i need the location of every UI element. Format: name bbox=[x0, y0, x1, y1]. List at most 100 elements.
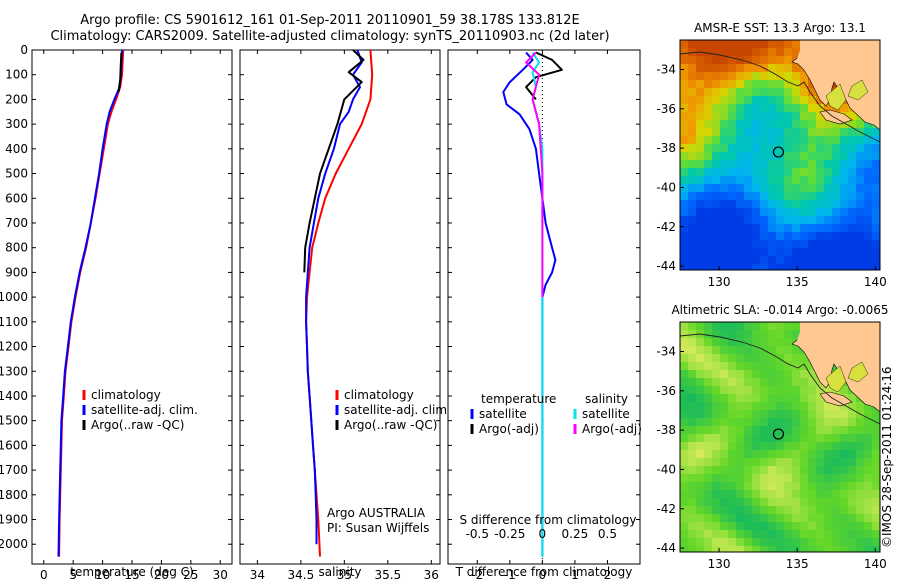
field-cell bbox=[776, 88, 785, 97]
field-cell bbox=[784, 506, 793, 515]
field-cell bbox=[752, 346, 761, 355]
legend-label: satellite-adj. clim. bbox=[91, 403, 198, 417]
field-cell bbox=[688, 40, 697, 49]
field-cell bbox=[744, 248, 753, 257]
field-cell bbox=[832, 136, 841, 145]
field-cell bbox=[712, 64, 721, 73]
field-cell bbox=[680, 64, 689, 73]
field-cell bbox=[808, 434, 817, 443]
field-cell bbox=[704, 482, 713, 491]
field-cell bbox=[784, 386, 793, 395]
field-cell bbox=[864, 434, 873, 443]
field-cell bbox=[736, 96, 745, 105]
field-cell bbox=[800, 370, 809, 379]
field-cell bbox=[704, 96, 713, 105]
y-tick-label: 200 bbox=[5, 92, 28, 106]
field-cell bbox=[744, 386, 753, 395]
field-cell bbox=[864, 136, 873, 145]
field-cell bbox=[688, 88, 697, 97]
field-cell bbox=[776, 40, 785, 49]
map-field bbox=[680, 40, 880, 270]
field-cell bbox=[688, 184, 697, 193]
field-cell bbox=[688, 338, 697, 347]
field-cell bbox=[744, 72, 753, 81]
field-cell bbox=[704, 152, 713, 161]
field-cell bbox=[848, 402, 857, 411]
field-cell bbox=[792, 64, 801, 73]
field-cell bbox=[696, 200, 705, 209]
field-cell bbox=[720, 80, 729, 89]
field-cell bbox=[776, 264, 785, 270]
field-cell bbox=[704, 418, 713, 427]
field-cell bbox=[848, 458, 857, 467]
field-cell bbox=[768, 176, 777, 185]
island bbox=[819, 391, 853, 407]
field-cell bbox=[792, 490, 801, 499]
y-tick-label: 700 bbox=[5, 216, 28, 230]
field-cell bbox=[704, 120, 713, 129]
field-cell bbox=[720, 498, 729, 507]
field-cell bbox=[872, 498, 880, 507]
field-cell bbox=[720, 176, 729, 185]
field-cell bbox=[744, 362, 753, 371]
field-cell bbox=[752, 176, 761, 185]
field-cell bbox=[800, 112, 809, 121]
field-cell bbox=[760, 88, 769, 97]
field-cell bbox=[736, 490, 745, 499]
legend-label: climatology bbox=[344, 388, 414, 402]
y-tick-label: 400 bbox=[5, 142, 28, 156]
field-cell bbox=[832, 546, 841, 552]
field-cell bbox=[704, 128, 713, 137]
shelf-contour bbox=[680, 51, 880, 143]
field-cell bbox=[688, 80, 697, 89]
field-cell bbox=[712, 498, 721, 507]
field-cell bbox=[792, 442, 801, 451]
field-cell bbox=[824, 442, 833, 451]
field-cell bbox=[848, 450, 857, 459]
field-cell bbox=[696, 522, 705, 531]
field-cell bbox=[696, 152, 705, 161]
field-cell bbox=[752, 112, 761, 121]
field-cell bbox=[760, 112, 769, 121]
field-cell bbox=[848, 546, 857, 552]
field-cell bbox=[768, 474, 777, 483]
field-cell bbox=[752, 88, 761, 97]
field-cell bbox=[784, 482, 793, 491]
field-cell bbox=[744, 88, 753, 97]
field-cell bbox=[800, 466, 809, 475]
field-cell bbox=[784, 474, 793, 483]
field-cell bbox=[824, 410, 833, 419]
field-cell bbox=[776, 112, 785, 121]
gulf-water bbox=[847, 79, 869, 101]
field-cell bbox=[752, 434, 761, 443]
land-mass bbox=[830, 322, 880, 366]
field-cell bbox=[816, 240, 825, 249]
field-cell bbox=[680, 128, 689, 137]
field-cell bbox=[864, 144, 873, 153]
field-cell bbox=[800, 184, 809, 193]
field-cell bbox=[848, 506, 857, 515]
field-cell bbox=[840, 136, 849, 145]
field-cell bbox=[752, 394, 761, 403]
field-cell bbox=[696, 256, 705, 265]
field-cell bbox=[776, 474, 785, 483]
field-cell bbox=[832, 530, 841, 539]
field-cell bbox=[744, 64, 753, 73]
field-cell bbox=[688, 72, 697, 81]
field-cell bbox=[840, 232, 849, 241]
field-cell bbox=[848, 208, 857, 217]
field-cell bbox=[720, 410, 729, 419]
series-line bbox=[525, 51, 544, 298]
field-cell bbox=[856, 240, 865, 249]
field-cell bbox=[816, 168, 825, 177]
field-cell bbox=[728, 232, 737, 241]
field-cell bbox=[752, 466, 761, 475]
field-cell bbox=[784, 152, 793, 161]
field-cell bbox=[704, 506, 713, 515]
field-cell bbox=[696, 514, 705, 523]
field-cell bbox=[768, 466, 777, 475]
field-cell bbox=[848, 200, 857, 209]
field-cell bbox=[688, 48, 697, 57]
field-cell bbox=[688, 240, 697, 249]
x-tick-label: 130 bbox=[708, 557, 731, 571]
